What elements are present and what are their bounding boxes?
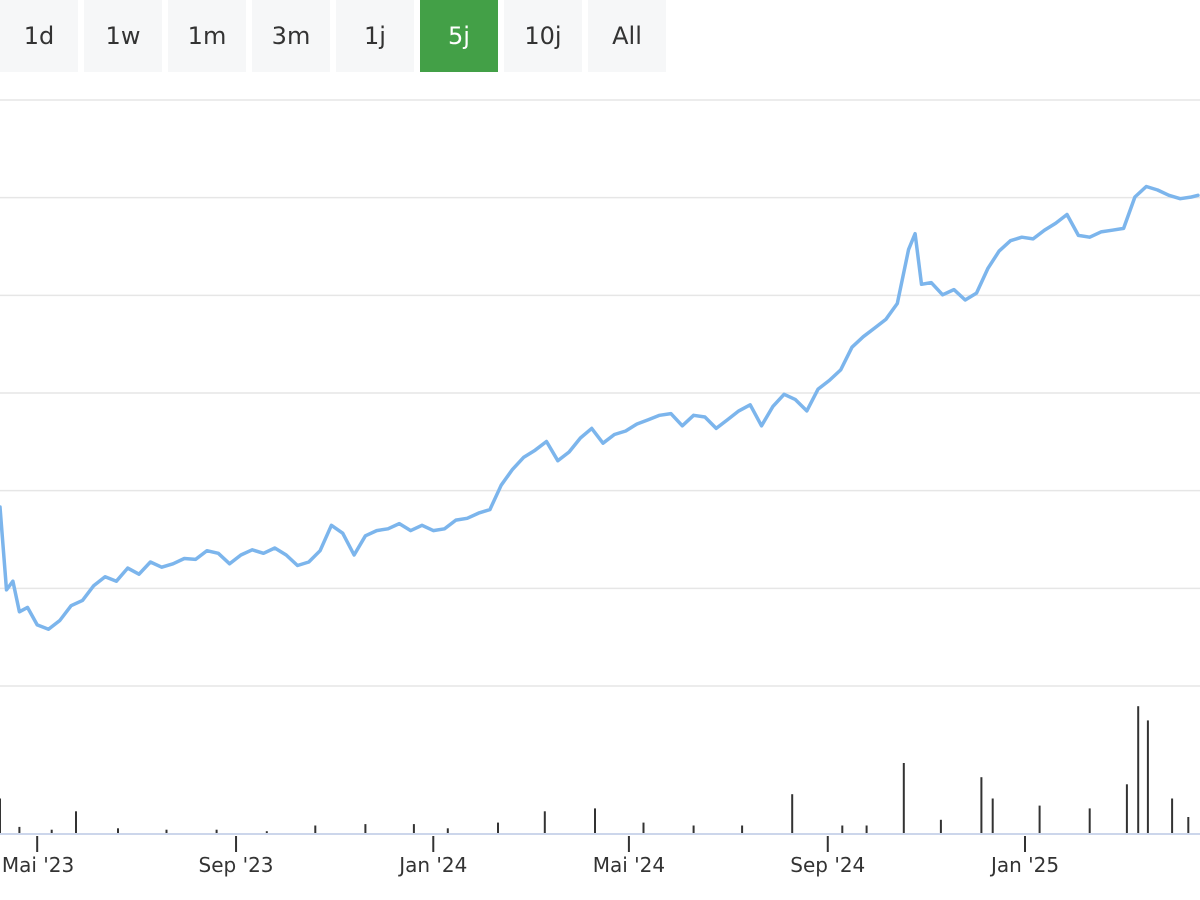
range-button-1d[interactable]: 1d xyxy=(0,0,78,72)
range-button-1j[interactable]: 1j xyxy=(336,0,414,72)
volume-bar xyxy=(841,825,844,834)
range-button-10j[interactable]: 10j xyxy=(504,0,582,72)
volume-bar xyxy=(1146,720,1149,834)
volume-bar xyxy=(75,811,77,834)
volume-bar xyxy=(1137,706,1140,834)
volume-bar xyxy=(412,824,415,834)
volume-bar xyxy=(18,826,21,834)
volume-bar xyxy=(692,825,695,834)
price-line-series xyxy=(0,184,1200,631)
x-tick-label: Mai '23 xyxy=(2,853,74,877)
volume-bar xyxy=(165,829,168,834)
gridlines xyxy=(0,99,1200,687)
volume-bar xyxy=(642,822,645,834)
x-tick-label: Mai '24 xyxy=(593,853,665,877)
x-axis: Mai '23 Sep '23 Jan '24 Mai '24 Sep '24 Jan '… xyxy=(2,836,1059,877)
volume-bar xyxy=(791,794,794,834)
volume-bar xyxy=(594,808,596,834)
volume-bar xyxy=(1038,805,1041,834)
x-tick-label: Jan '25 xyxy=(989,853,1059,877)
range-button-all[interactable]: All xyxy=(588,0,666,72)
volume-bar xyxy=(117,828,119,834)
volume-bar xyxy=(902,763,905,834)
range-button-1w[interactable]: 1w xyxy=(84,0,162,72)
volume-bar xyxy=(497,822,499,834)
range-button-1m[interactable]: 1m xyxy=(168,0,246,72)
range-selector: 1d 1w 1m 3m 1j 5j 10j All xyxy=(0,0,672,72)
volume-bar xyxy=(543,811,546,834)
volume-bar xyxy=(741,825,744,834)
volume-bar xyxy=(446,828,449,834)
volume-bar xyxy=(980,777,983,834)
volume-bar xyxy=(215,829,218,834)
volume-bar xyxy=(1125,784,1128,834)
volume-bar xyxy=(1171,798,1174,834)
volume-bar xyxy=(0,798,1,834)
volume-bar xyxy=(1187,817,1190,834)
x-tick-label: Sep '23 xyxy=(199,853,274,877)
volume-bars xyxy=(0,706,1190,834)
volume-bar xyxy=(265,831,268,834)
volume-bar xyxy=(50,829,53,834)
volume-bar xyxy=(865,825,868,834)
range-button-5j[interactable]: 5j xyxy=(420,0,498,72)
x-tick-label: Jan '24 xyxy=(397,853,467,877)
volume-bar xyxy=(1088,808,1091,834)
volume-bar xyxy=(364,824,367,834)
volume-bar xyxy=(939,819,942,834)
range-button-3m[interactable]: 3m xyxy=(252,0,330,72)
volume-bar xyxy=(991,798,994,834)
volume-bar xyxy=(314,825,317,834)
x-tick-label: Sep '24 xyxy=(790,853,865,877)
